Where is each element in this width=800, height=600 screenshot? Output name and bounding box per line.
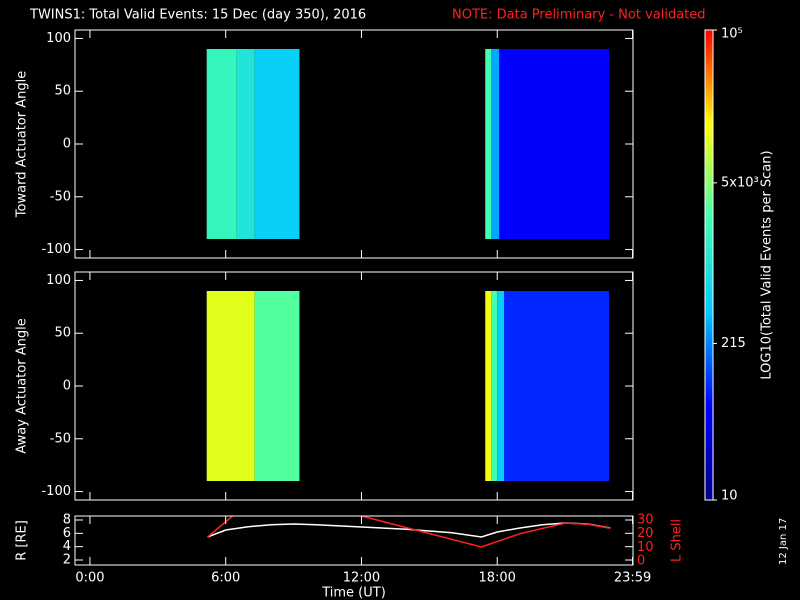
heatmap-cell bbox=[485, 291, 492, 481]
heatmap-cell bbox=[206, 49, 237, 239]
x-tick-label: 23:59 bbox=[614, 571, 651, 586]
x-axis-label: Time (UT) bbox=[321, 586, 386, 600]
y2-tick-label: 10 bbox=[637, 540, 654, 555]
y2-tick-label: 20 bbox=[637, 526, 654, 541]
y2-tick-label: 30 bbox=[637, 513, 654, 528]
heatmap-cell bbox=[485, 49, 492, 239]
panel-frame bbox=[74, 515, 634, 566]
heatmap-cell bbox=[491, 291, 498, 481]
heatmap-cell bbox=[491, 49, 500, 239]
y-tick-label: 0 bbox=[63, 379, 71, 394]
y-axis-label: Toward Actuator Angle bbox=[15, 71, 30, 218]
y2-tick-label: 0 bbox=[637, 553, 645, 568]
colorbar-tick-label: 10 bbox=[721, 489, 738, 504]
y-tick-label: 2 bbox=[63, 553, 71, 568]
y-tick-label: 0 bbox=[63, 137, 71, 152]
panel: 100 50 0 -50 -100 Away Actuator Angle bbox=[15, 271, 634, 501]
x-tick-label: 0:00 bbox=[75, 571, 104, 586]
colorbar bbox=[704, 29, 714, 501]
colorbar-title: LOG10(Total Valid Events per Scan) bbox=[760, 150, 775, 379]
y-tick-label: 100 bbox=[46, 273, 71, 288]
x-tick-label: 18:00 bbox=[478, 571, 515, 586]
y-axis-label: R [RE] bbox=[15, 520, 30, 561]
heatmap-cell bbox=[499, 49, 610, 239]
footer-date: 12 Jan 17 bbox=[778, 518, 789, 565]
heatmap-cell bbox=[206, 291, 255, 481]
y-tick-label: 6 bbox=[63, 526, 71, 541]
y-tick-label: -50 bbox=[50, 189, 71, 204]
y-tick-label: -50 bbox=[50, 431, 71, 446]
heatmap-cell bbox=[236, 49, 255, 239]
y2-axis-label: L Shell bbox=[670, 519, 685, 562]
y-tick-label: 8 bbox=[63, 513, 71, 528]
panel: 100 50 0 -50 -100 Toward Actuator Angle bbox=[15, 29, 634, 259]
line-series bbox=[207, 522, 611, 538]
y-tick-label: 4 bbox=[63, 539, 71, 554]
colorbar-tick-label: 215 bbox=[721, 336, 746, 351]
heatmap-cell bbox=[504, 291, 610, 481]
y-tick-label: -100 bbox=[41, 242, 71, 257]
x-tick-label: 6:00 bbox=[211, 571, 240, 586]
note: NOTE: Data Preliminary - Not validated bbox=[452, 8, 706, 23]
y-tick-label: 100 bbox=[46, 31, 71, 46]
line-series bbox=[207, 516, 611, 548]
colorbar-tick-label: 10⁵ bbox=[721, 27, 743, 42]
y-tick-label: 50 bbox=[54, 84, 71, 99]
y-tick-label: -100 bbox=[41, 484, 71, 499]
y-axis-label: Away Actuator Angle bbox=[15, 318, 30, 453]
chart-title: TWINS1: Total Valid Events: 15 Dec (day … bbox=[29, 8, 366, 23]
heatmap-cell bbox=[254, 291, 300, 481]
colorbar-tick-label: 5x10³ bbox=[721, 175, 759, 190]
plots: 10 215 5x10³ 10⁵ LOG10(Total Valid Events pe… bbox=[15, 27, 775, 600]
heatmap-cell bbox=[497, 291, 505, 481]
y-tick-label: 50 bbox=[54, 326, 71, 341]
heatmap-cell bbox=[254, 49, 300, 239]
x-tick-label: 12:00 bbox=[343, 571, 380, 586]
